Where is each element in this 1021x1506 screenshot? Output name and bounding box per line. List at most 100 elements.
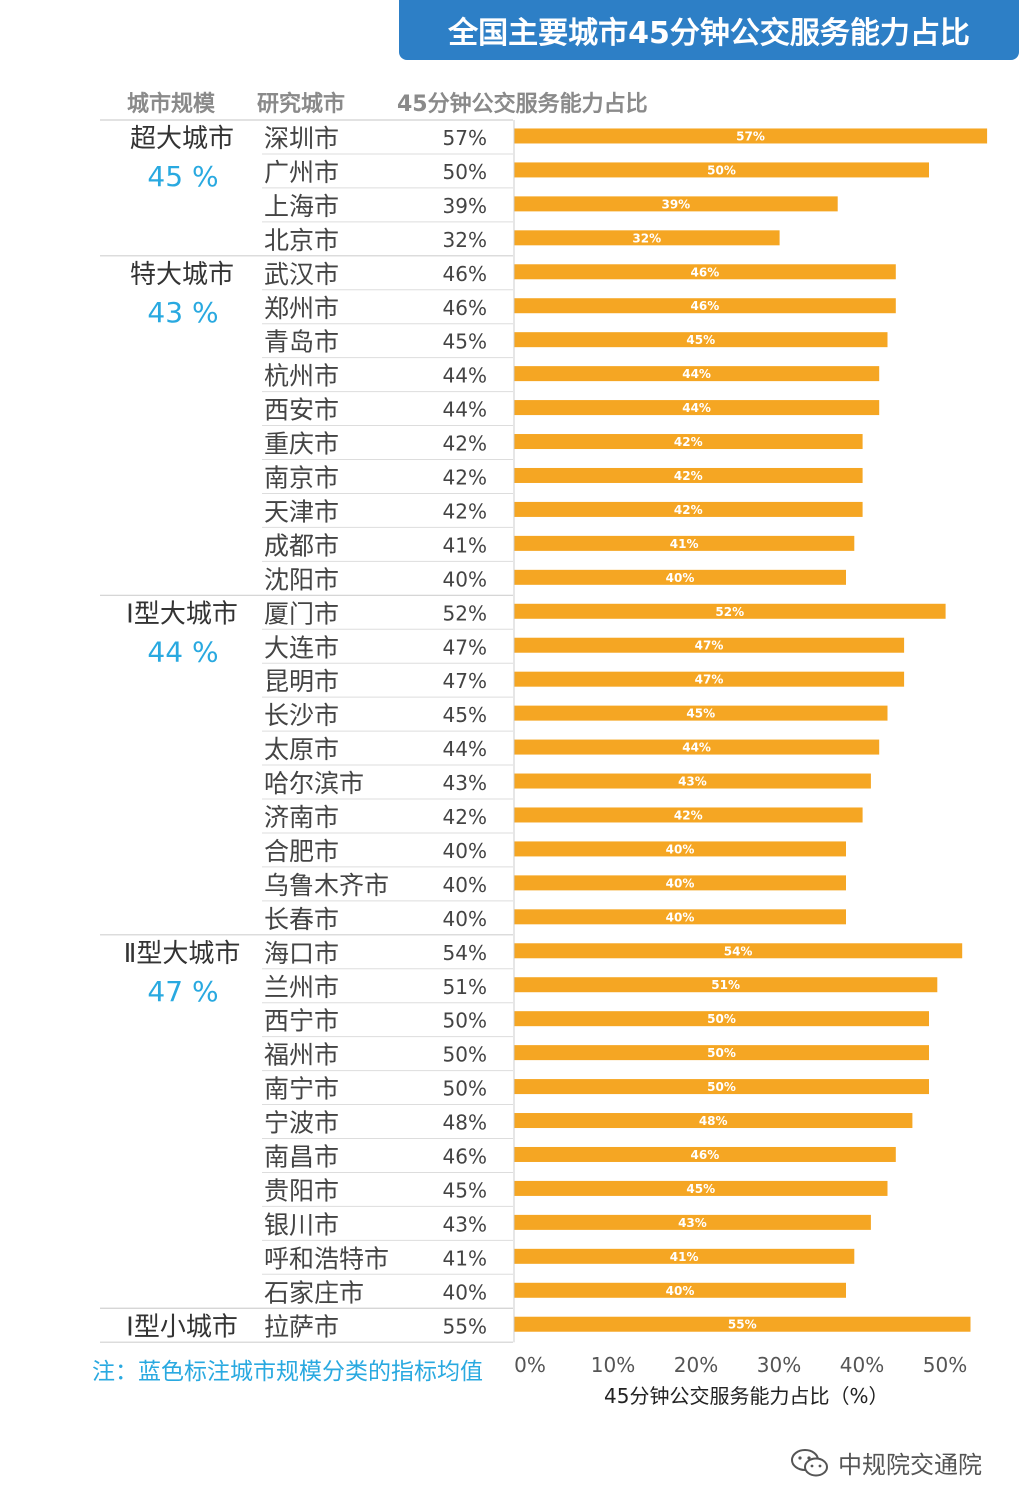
city-label: 昆明市 (264, 667, 339, 696)
value-label: 54% (443, 941, 487, 965)
bar-data-label: 50% (707, 1080, 736, 1094)
bar (514, 841, 846, 857)
bar-data-label: 45% (686, 707, 715, 721)
value-label: 44% (443, 398, 487, 422)
value-label: 50% (443, 1077, 487, 1101)
city-label: 重庆市 (264, 430, 339, 459)
bar (514, 1079, 929, 1095)
bar (514, 1180, 888, 1196)
value-label: 43% (443, 771, 487, 795)
bar-data-label: 32% (632, 231, 661, 245)
bar-data-label: 46% (691, 265, 720, 279)
value-label: 45% (443, 330, 487, 354)
group-average: 45 % (147, 160, 218, 193)
bar-data-label: 45% (686, 333, 715, 347)
city-label: 北京市 (264, 226, 339, 255)
city-label: 乌鲁木齐市 (264, 871, 389, 900)
bar (514, 400, 880, 416)
bar-data-label: 40% (666, 910, 695, 924)
bar-data-label: 41% (670, 1250, 699, 1264)
bar-data-label: 39% (661, 197, 690, 211)
bar-data-label: 44% (682, 367, 711, 381)
value-label: 51% (443, 975, 487, 999)
bar-data-label: 54% (724, 944, 753, 958)
city-label: 银川市 (264, 1210, 339, 1239)
group-average: 44 % (147, 635, 218, 668)
bar-data-label: 55% (728, 1318, 757, 1332)
city-label: 哈尔滨市 (264, 769, 364, 798)
value-label: 42% (443, 466, 487, 490)
bar-data-label: 46% (691, 299, 720, 313)
value-label: 46% (443, 1145, 487, 1169)
bar (514, 162, 929, 178)
city-label: 宁波市 (264, 1109, 339, 1138)
city-label: 兰州市 (264, 973, 339, 1002)
bar (514, 977, 938, 993)
city-label: 武汉市 (264, 260, 339, 289)
value-label: 45% (443, 703, 487, 727)
bar-data-label: 48% (699, 1114, 728, 1128)
x-tick-label: 30% (757, 1353, 801, 1377)
value-label: 47% (443, 669, 487, 693)
x-tick-label: 10% (591, 1353, 635, 1377)
city-label: 上海市 (264, 192, 339, 221)
city-label: 南昌市 (264, 1143, 339, 1172)
city-label: 太原市 (264, 735, 339, 764)
city-label: 石家庄市 (264, 1278, 364, 1307)
city-label: 广州市 (264, 158, 339, 187)
value-label: 40% (443, 907, 487, 931)
bar-data-label: 50% (707, 1046, 736, 1060)
city-label: 合肥市 (264, 837, 339, 866)
bar (514, 569, 846, 585)
watermark-text: 中规院交通院 (838, 1451, 982, 1479)
city-label: 南宁市 (264, 1075, 339, 1104)
value-label: 42% (443, 499, 487, 523)
bar-data-label: 57% (736, 129, 765, 143)
bar-data-label: 40% (666, 842, 695, 856)
chart-title: 全国主要城市45分钟公交服务能力占比 (399, 0, 1019, 60)
value-label: 39% (443, 194, 487, 218)
value-label: 45% (443, 1178, 487, 1202)
bar (514, 501, 863, 517)
bar-data-label: 52% (715, 605, 744, 619)
footnote: 注：蓝色标注城市规模分类的指标均值 (92, 1359, 483, 1385)
bar-data-label: 51% (711, 978, 740, 992)
bar-data-label: 40% (666, 1284, 695, 1298)
value-label: 47% (443, 635, 487, 659)
city-label: 深圳市 (264, 124, 339, 153)
bar (514, 909, 846, 925)
city-label: 成都市 (264, 531, 339, 560)
city-label: 福州市 (264, 1041, 339, 1070)
bar-data-label: 42% (674, 435, 703, 449)
value-label: 55% (443, 1314, 487, 1338)
group-label: Ⅱ型大城市 (124, 939, 241, 969)
x-tick-label: 40% (840, 1353, 884, 1377)
header-value: 45分钟公交服务能力占比 (397, 92, 648, 117)
city-label: 济南市 (264, 803, 339, 832)
wechat-icon (791, 1448, 828, 1476)
value-label: 40% (443, 1280, 487, 1304)
bar-data-label: 43% (678, 775, 707, 789)
bar (514, 366, 880, 382)
bar-data-label: 47% (695, 673, 724, 687)
bar (514, 535, 855, 551)
bar (514, 332, 888, 348)
bar-data-label: 45% (686, 1182, 715, 1196)
bar-data-label: 40% (666, 876, 695, 890)
bar-data-label: 42% (674, 808, 703, 822)
bar (514, 1316, 971, 1332)
value-label: 41% (443, 1246, 487, 1270)
value-label: 46% (443, 296, 487, 320)
value-label: 52% (443, 601, 487, 625)
value-label: 44% (443, 364, 487, 388)
value-label: 43% (443, 1212, 487, 1236)
value-label: 40% (443, 567, 487, 591)
bar-data-label: 50% (707, 163, 736, 177)
value-label: 32% (443, 228, 487, 252)
city-label: 海口市 (264, 939, 339, 968)
group-label: Ⅰ型小城市 (126, 1312, 238, 1342)
value-label: 42% (443, 432, 487, 456)
x-tick-label: 50% (923, 1353, 967, 1377)
value-label: 40% (443, 839, 487, 863)
bar (514, 264, 896, 280)
